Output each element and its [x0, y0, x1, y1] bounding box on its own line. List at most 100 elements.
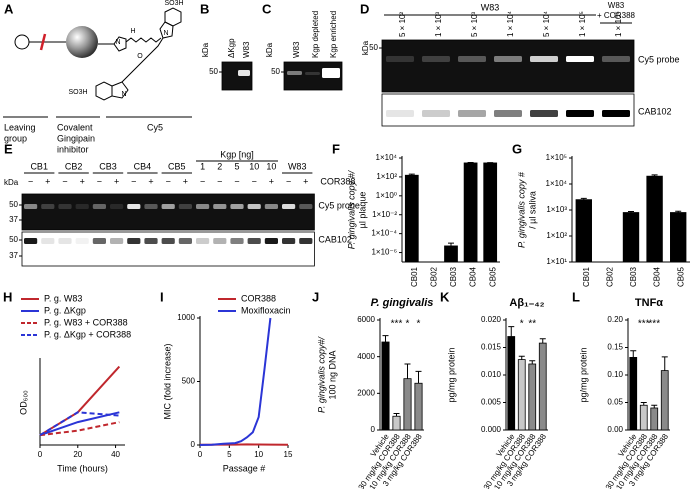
significance: **	[528, 319, 536, 330]
x-tick-label: CB05	[488, 266, 497, 287]
label: 5 × 10³	[470, 12, 479, 37]
polymethine	[121, 37, 164, 83]
label: Kgp depleted	[311, 11, 320, 58]
atom-label: SO3H	[164, 0, 183, 7]
y-axis-label: MIC (fold increase)	[162, 343, 172, 419]
cleavage-mark	[39, 33, 47, 51]
error-bar	[518, 355, 525, 360]
label: Cy5 probe	[318, 200, 360, 210]
y-tick-label: 0.20	[607, 315, 623, 324]
data-line	[39, 421, 120, 437]
bar	[517, 359, 526, 431]
gel-band	[264, 204, 278, 209]
gel-band	[247, 238, 261, 244]
bar	[404, 174, 419, 263]
gel-band	[458, 56, 486, 62]
gel-band	[24, 204, 38, 209]
x-tick-label: CB02	[606, 266, 615, 287]
y-tick-label: 0.000	[481, 425, 502, 434]
label: −	[62, 176, 67, 186]
significance: ***	[638, 319, 650, 330]
panel-label: K	[440, 289, 450, 304]
x-axis-label: Passage #	[223, 463, 266, 473]
gel-image	[21, 193, 315, 231]
atom-label: N	[121, 91, 126, 98]
gel-band	[299, 238, 313, 244]
chart-title: TNFα	[635, 297, 663, 309]
label: ΔKgp	[227, 38, 236, 58]
error-bar	[448, 242, 454, 246]
x-tick-label: 0	[38, 450, 43, 459]
y-tick-label: 1×10⁴	[376, 153, 398, 162]
y-axis-label: P. gingivalis copy#/	[316, 336, 326, 413]
bar	[392, 415, 401, 431]
y-tick-label: 1×10¹	[546, 257, 567, 266]
gel-band	[75, 238, 89, 244]
panel-label: G	[512, 141, 522, 156]
y-axis-label: pg/mg protein	[446, 347, 456, 402]
gel-band	[110, 204, 124, 209]
legend-label: COR388	[241, 293, 276, 303]
error-bar	[508, 326, 515, 337]
y-tick-label: 4000	[357, 352, 375, 361]
significance: ***	[648, 319, 660, 330]
gel-band	[58, 238, 72, 244]
indole-ring	[159, 21, 174, 39]
label: −	[234, 176, 239, 186]
y-axis-label: P. gingivalis copy #	[516, 171, 526, 248]
panel-label: L	[572, 289, 580, 304]
gel-band	[92, 204, 106, 209]
label: 10	[249, 161, 259, 171]
bar	[483, 162, 498, 263]
significance: *	[520, 319, 524, 330]
gel-band	[422, 110, 450, 117]
y-tick-label: 1×10⁻⁶	[371, 248, 397, 257]
indole-ring	[111, 81, 129, 99]
panel-label: E	[4, 141, 13, 156]
gel-band	[213, 204, 227, 209]
gel-band	[213, 238, 227, 244]
panel-label: F	[332, 141, 340, 156]
gel-band	[58, 204, 72, 209]
part-label: inhibitor	[57, 144, 89, 154]
x-tick-label: CB01	[582, 266, 591, 287]
y-tick-label: 2000	[357, 388, 375, 397]
data-line	[39, 411, 120, 437]
x-tick-label: 0	[198, 450, 203, 459]
bar	[444, 245, 458, 263]
gel-band	[196, 238, 210, 244]
data-line	[199, 317, 272, 446]
part-label: Cy5	[147, 122, 163, 132]
y-tick-label: 0.15	[607, 343, 623, 352]
panel-label: D	[360, 1, 369, 16]
x-tick-label: CB01	[410, 266, 419, 287]
part-label: Gingipain	[57, 133, 95, 143]
bar	[629, 356, 638, 431]
bar	[639, 404, 648, 431]
y-axis-label: µl plaque	[357, 192, 367, 229]
gel-band	[287, 71, 302, 75]
label: 5	[234, 161, 239, 171]
gel-band	[41, 204, 55, 209]
gel-band	[144, 204, 158, 209]
error-bar	[404, 363, 411, 379]
x-tick-label: 5	[227, 450, 232, 459]
y-axis-label: pg/mg protein	[578, 347, 588, 402]
error-bar	[640, 402, 647, 406]
gel-band	[75, 204, 89, 209]
gel-band	[422, 56, 450, 62]
label: 10	[266, 161, 276, 171]
label: COR388	[320, 176, 355, 186]
x-tick-label: 15	[284, 450, 293, 459]
atom-label: SO3H	[68, 89, 87, 96]
gel-band	[196, 204, 210, 209]
x-tick-label: 20	[73, 450, 82, 459]
atom-label: O	[137, 53, 143, 60]
gel-band	[41, 238, 55, 244]
y-tick-label: 0	[371, 425, 376, 434]
part-label: Leaving	[4, 122, 36, 132]
label: −	[131, 176, 136, 186]
gel-band	[161, 238, 175, 244]
bar	[650, 407, 659, 431]
